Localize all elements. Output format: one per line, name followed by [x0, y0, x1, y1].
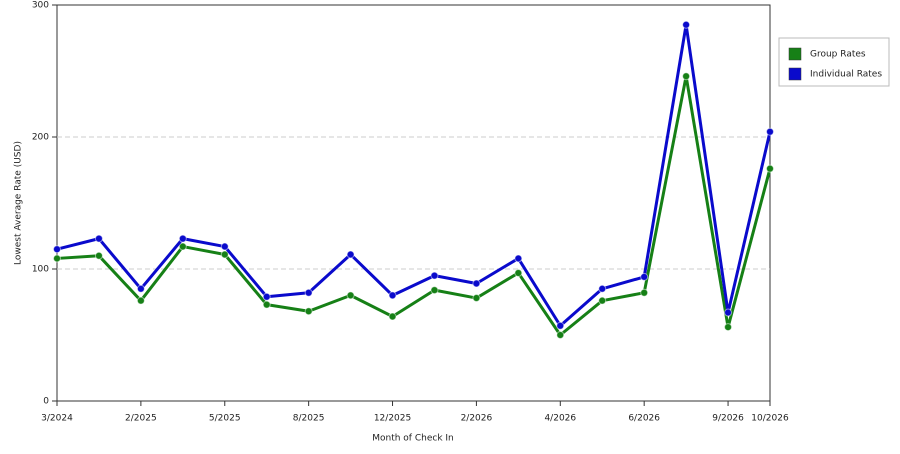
legend-swatch	[788, 67, 802, 81]
y-tick-label: 0	[43, 397, 49, 407]
x-tick-label: 9/2026	[712, 414, 744, 424]
point	[94, 251, 103, 260]
point	[388, 291, 397, 300]
x-tick-label: 3/2024	[41, 414, 73, 424]
point	[388, 312, 397, 321]
legend-swatch	[788, 47, 802, 61]
x-tick-label: 12/2025	[374, 414, 411, 424]
y-axis-title: Lowest Average Rate (USD)	[14, 141, 24, 265]
point	[682, 72, 691, 81]
point	[430, 271, 439, 280]
point	[556, 321, 565, 330]
point	[346, 291, 355, 300]
point	[472, 294, 481, 303]
x-tick-label: 8/2025	[293, 414, 325, 424]
point	[178, 234, 187, 243]
point	[136, 284, 145, 293]
point	[472, 279, 481, 288]
x-tick-label: 6/2026	[628, 414, 660, 424]
series-line	[56, 23, 772, 328]
point	[346, 250, 355, 259]
legend-label: Individual Rates	[810, 70, 882, 80]
point	[262, 292, 271, 301]
x-tick-label: 4/2026	[544, 414, 576, 424]
point	[304, 288, 313, 297]
point	[136, 296, 145, 305]
y-tick-label: 200	[32, 133, 49, 143]
point	[640, 288, 649, 297]
point	[766, 127, 774, 136]
point	[724, 308, 733, 317]
point	[220, 242, 229, 251]
x-tick-label: 5/2025	[209, 414, 241, 424]
y-tick-label: 300	[32, 1, 49, 11]
point	[53, 254, 61, 263]
point	[430, 286, 439, 295]
series-line	[56, 74, 772, 337]
point	[94, 234, 103, 243]
point	[766, 164, 774, 173]
x-tick-label: 10/2026	[751, 414, 789, 424]
x-axis-title: Month of Check In	[372, 434, 454, 444]
point	[598, 296, 607, 305]
point	[220, 250, 229, 259]
point	[598, 284, 607, 293]
x-tick-label: 2/2025	[125, 414, 157, 424]
point	[556, 331, 565, 339]
y-tick-label: 100	[32, 265, 49, 275]
point	[514, 268, 523, 277]
plot-area	[56, 4, 771, 402]
point	[682, 20, 691, 29]
point	[724, 323, 733, 332]
x-tick-label: 2/2026	[461, 414, 493, 424]
point	[304, 307, 313, 316]
point	[514, 254, 523, 263]
point	[262, 300, 271, 309]
point	[53, 245, 61, 254]
point	[178, 242, 187, 251]
legend-label: Group Rates	[810, 50, 866, 60]
point	[640, 272, 649, 281]
